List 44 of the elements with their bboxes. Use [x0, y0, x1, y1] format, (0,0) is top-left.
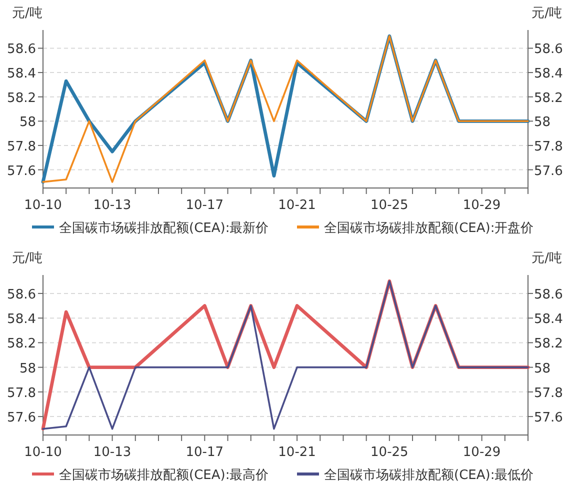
legend-label: 全国碳市场碳排放配额(CEA):最低价: [324, 468, 534, 483]
x-tick-label: 10-13: [93, 198, 132, 213]
x-tick-label: 10-21: [278, 198, 316, 213]
x-tick-label: 10-17: [186, 445, 224, 460]
y2-tick-label: 58.6: [534, 42, 563, 58]
x-tick-label: 10-21: [278, 445, 316, 460]
x-tick-label: 10-13: [93, 445, 132, 460]
y2-tick-label: 57.6: [534, 164, 563, 179]
y-tick-label: 58: [19, 361, 36, 376]
y-tick-label: 58.2: [7, 90, 36, 106]
y2-axis-title: 元/吨: [532, 6, 562, 21]
y2-tick-label: 58.4: [534, 312, 563, 328]
y2-tick-label: 58.2: [534, 90, 563, 106]
y2-tick-label: 58: [534, 361, 551, 376]
x-tick-label: 10-25: [370, 445, 408, 460]
y2-axis-title: 元/吨: [532, 251, 562, 266]
x-tick-label: 10-25: [370, 198, 408, 213]
y2-tick-label: 58.6: [534, 287, 563, 302]
x-tick-label: 10-10: [24, 198, 62, 213]
y2-tick-label: 58.4: [534, 66, 563, 82]
x-tick-label: 10-17: [186, 198, 224, 213]
y-axis-title: 元/吨: [12, 251, 42, 266]
y-tick-label: 58.4: [7, 312, 36, 328]
y2-tick-label: 58.2: [534, 336, 563, 352]
x-tick-label: 10-10: [24, 445, 62, 460]
y-tick-label: 58.4: [7, 66, 36, 82]
y-tick-label: 58.2: [7, 336, 36, 352]
y-tick-label: 58: [19, 115, 36, 130]
x-tick-label: 10-29: [462, 198, 501, 213]
y-axis-title: 元/吨: [12, 6, 42, 21]
y2-tick-label: 57.6: [534, 410, 563, 426]
y-tick-label: 57.8: [7, 139, 36, 154]
x-tick-label: 10-29: [462, 445, 501, 460]
legend-label: 全国碳市场碳排放配额(CEA):最高价: [59, 467, 269, 483]
legend-label: 全国碳市场碳排放配额(CEA):最新价: [59, 221, 269, 236]
y2-tick-label: 58: [534, 115, 551, 130]
y-tick-label: 58.6: [7, 287, 36, 302]
y-tick-label: 57.8: [7, 386, 36, 401]
y2-tick-label: 57.8: [534, 386, 563, 401]
y-tick-label: 57.6: [7, 410, 36, 426]
y2-tick-label: 57.8: [534, 139, 563, 154]
y-tick-label: 58.6: [7, 42, 36, 58]
legend-label: 全国碳市场碳排放配额(CEA):开盘价: [324, 221, 534, 236]
y-tick-label: 57.6: [7, 164, 36, 179]
